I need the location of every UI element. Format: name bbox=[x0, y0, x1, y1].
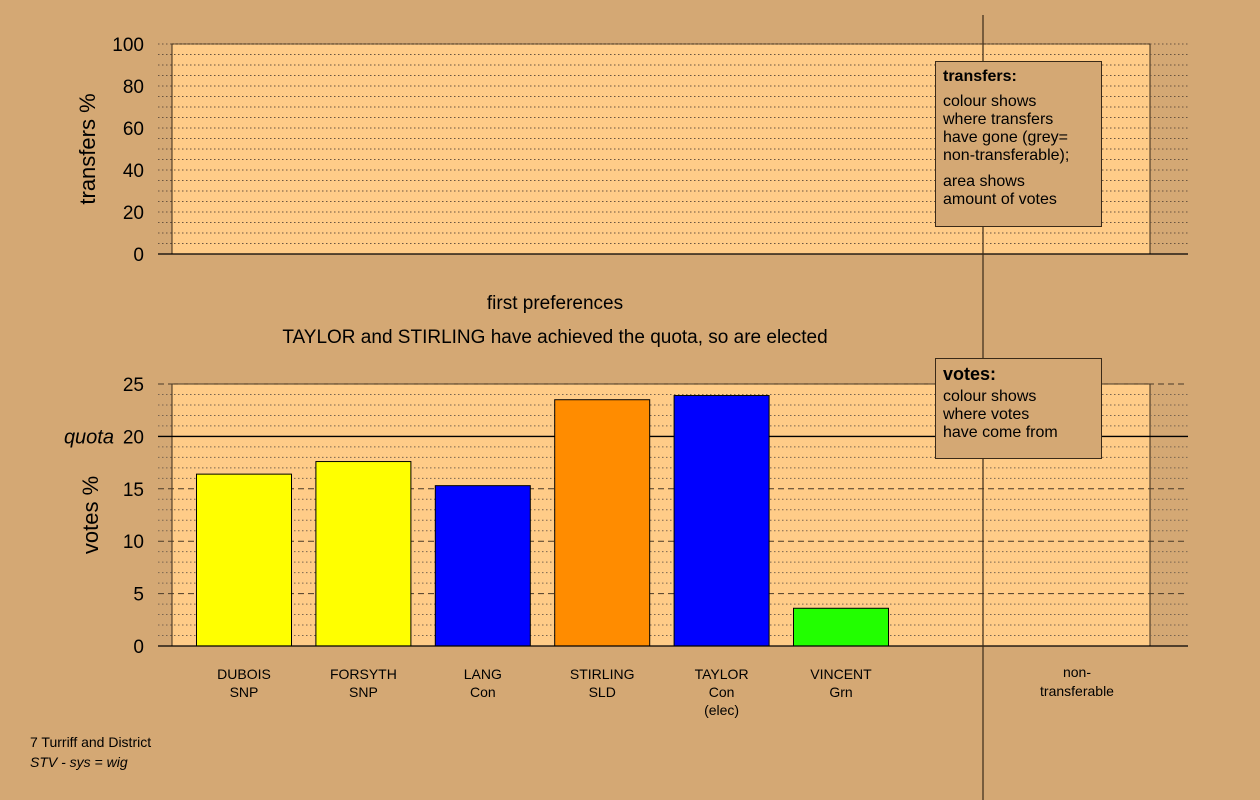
bar-stirling bbox=[554, 399, 651, 647]
transfers-axis-label: transfers % bbox=[75, 93, 100, 204]
candidate-status-label: (elec) bbox=[704, 702, 739, 718]
transfers-tick-label: 100 bbox=[112, 35, 144, 56]
legend-transfers-title: transfers: bbox=[943, 68, 1017, 85]
legend-transfers-line: have gone (grey= bbox=[943, 129, 1068, 146]
candidate-party-label: SNP bbox=[349, 684, 378, 700]
footnote-ward: 7 Turriff and District bbox=[30, 734, 152, 750]
votes-tick-label: 25 bbox=[123, 375, 144, 396]
non-transferable-label: non- bbox=[1063, 664, 1091, 680]
votes-tick-label: 5 bbox=[133, 585, 144, 606]
candidate-party-label: SNP bbox=[230, 684, 259, 700]
legend-transfers-line: non-transferable); bbox=[943, 147, 1070, 164]
candidate-party-label: SLD bbox=[589, 684, 616, 700]
legend-transfers-line: area shows bbox=[943, 173, 1025, 190]
votes-tick-label: 10 bbox=[123, 532, 144, 553]
legend-transfers-line: colour shows bbox=[943, 93, 1037, 110]
candidate-party-label: Con bbox=[470, 684, 496, 700]
legend-votes-line: have come from bbox=[943, 424, 1058, 441]
votes-axis-label: votes % bbox=[78, 476, 103, 554]
bar-taylor bbox=[673, 395, 770, 647]
transfers-tick-label: 80 bbox=[123, 77, 144, 98]
status-text: TAYLOR and STIRLING have achieved the qu… bbox=[282, 327, 828, 348]
transfers-tick-label: 60 bbox=[123, 119, 144, 140]
candidate-name-label: LANG bbox=[464, 666, 502, 682]
candidate-name-label: DUBOIS bbox=[217, 666, 271, 682]
non-transferable-label: transferable bbox=[1040, 683, 1114, 699]
candidate-name-label: TAYLOR bbox=[695, 666, 749, 682]
footnote-system: STV - sys = wig bbox=[30, 754, 128, 770]
bar-forsyth bbox=[315, 461, 412, 647]
candidate-name-label: STIRLING bbox=[570, 666, 635, 682]
bar-vincent bbox=[793, 607, 889, 647]
bar-lang bbox=[434, 485, 531, 647]
legend-votes-line: colour shows bbox=[943, 388, 1037, 405]
candidate-party-label: Grn bbox=[829, 684, 852, 700]
votes-tick-label: 0 bbox=[133, 637, 144, 658]
candidate-name-label: FORSYTH bbox=[330, 666, 397, 682]
quota-label: quota bbox=[64, 426, 114, 448]
transfers-tick-label: 40 bbox=[123, 161, 144, 182]
legend-transfers-line: where transfers bbox=[943, 111, 1054, 128]
legend-transfers-line: amount of votes bbox=[943, 191, 1057, 208]
legend-transfers: transfers: colour shows where transfers … bbox=[935, 61, 1102, 227]
candidate-party-label: Con bbox=[709, 684, 735, 700]
votes-tick-label: 15 bbox=[123, 480, 144, 501]
legend-votes: votes: colour shows where votes have com… bbox=[935, 358, 1102, 459]
candidate-name-label: VINCENT bbox=[810, 666, 872, 682]
legend-votes-title: votes: bbox=[943, 364, 997, 384]
bar-dubois bbox=[196, 473, 292, 647]
stage-label: first preferences bbox=[486, 293, 624, 314]
transfers-tick-label: 0 bbox=[133, 245, 144, 266]
legend-votes-line: where votes bbox=[943, 406, 1030, 423]
transfers-tick-label: 20 bbox=[123, 203, 144, 224]
votes-tick-label: 20 bbox=[123, 427, 144, 448]
